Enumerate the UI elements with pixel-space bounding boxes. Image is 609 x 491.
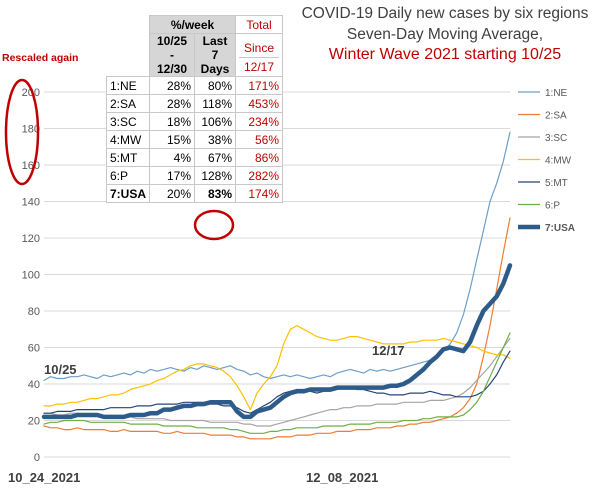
row-c3: 56% [235,130,284,149]
col3-header-line: Since [239,39,280,58]
row-region: 3:SC [105,112,151,131]
table-row: 6:P 17% 128% 282% [105,166,284,185]
summary-table: %/week Total 10/25 - 12/30 Last 7 Days S… [105,15,284,203]
row-c2: 80% [194,76,237,95]
table-header-row-2: 10/25 - 12/30 Last 7 Days Since 12/17 [107,33,284,77]
row-c2: 83% [194,184,237,203]
table-row: 5:MT 4% 67% 86% [105,148,284,167]
row-c3: 234% [235,112,284,131]
chart-series [41,131,513,440]
col3-header: Since 12/17 [235,33,284,77]
col1-header: 10/25 - 12/30 [149,33,196,77]
x-tick-label-start: 10_24_2021 [8,470,81,485]
y-tick-label: 160 [22,160,40,172]
row-c1: 28% [149,76,196,95]
annotation-start-date: 10/25 [44,362,77,377]
row-region: 7:USA [105,184,151,203]
series-line-2-sa [43,217,511,440]
legend-label: 3:SC [545,133,567,144]
row-region: 1:NE [105,76,151,95]
row-c1: 20% [149,184,196,203]
header-week: %/week [149,15,237,34]
y-tick-label: 200 [22,87,40,99]
row-c1: 4% [149,148,196,167]
y-tick-label: 60 [28,343,40,355]
row-c1: 15% [149,130,196,149]
col1-header-line: - [170,48,175,62]
table-row: 4:MW 15% 38% 56% [105,130,284,149]
col1-header-line: 12/30 [157,62,188,76]
row-c3: 282% [235,166,284,185]
table-row: 1:NE 28% 80% 171% [105,76,284,95]
legend-label: 1:NE [545,88,568,99]
y-axis-tick-labels: 0 20 40 60 80 100 120 140 160 180 200 [22,87,40,464]
row-c1: 18% [149,112,196,131]
series-line-5-mt [43,350,511,414]
row-c2: 118% [194,94,237,113]
table-header-row-1: %/week Total [107,15,284,34]
y-tick-label: 180 [22,124,40,136]
chart-title-red: Winter Wave 2021 starting 10/25 [328,46,562,63]
table-corner-cell [107,34,150,77]
row-c3: 86% [235,148,284,167]
y-tick-label: 20 [28,416,40,428]
row-c2: 106% [194,112,237,131]
row-c3: 453% [235,94,284,113]
series-line-7-usa [41,263,513,420]
col2-header-line: Last [202,34,228,48]
table-row: 3:SC 18% 106% 234% [105,112,284,131]
legend-label: 7:USA [545,223,575,234]
y-tick-label: 120 [22,233,40,245]
row-c3: 174% [235,184,284,203]
header-total: Total [235,15,284,34]
row-region: 2:SA [105,94,151,113]
chart-legend: 1:NE 2:SA 3:SC 4:MW 5:MT 6:P 7:USA [518,88,575,234]
legend-label: 5:MT [545,178,568,189]
col1-header-line: 10/25 [157,34,188,48]
red-circle-usa-value [193,209,235,241]
col2-header-line: Days [200,62,230,76]
legend-label: 2:SA [545,111,567,122]
table-row: 2:SA 28% 118% 453% [105,94,284,113]
row-region: 4:MW [105,130,151,149]
chart-title-line-1: COVID-19 Daily new cases by six regions [301,5,589,22]
table-corner-cell [107,16,150,34]
y-tick-label: 0 [34,452,40,464]
series-line-4-mw [43,325,511,411]
annotation-mid-date: 12/17 [372,343,405,358]
chart-title-line-2: Seven-Day Moving Average, [346,26,544,43]
y-tick-label: 40 [28,379,40,391]
rescaled-note: Rescaled again [2,52,79,64]
table-row: 7:USA 20% 83% 174% [105,184,284,203]
row-c2: 67% [194,148,237,167]
y-tick-label: 140 [22,197,40,209]
col2-header: Last 7 Days [194,33,237,77]
row-c1: 28% [149,94,196,113]
col2-header-line: 7 [211,48,219,62]
row-c1: 17% [149,166,196,185]
row-c2: 128% [194,166,237,185]
row-c3: 171% [235,76,284,95]
row-c2: 38% [194,130,237,149]
col3-header-line: 12/17 [244,60,275,74]
y-tick-label: 80 [28,306,40,318]
series-line-6-p [43,332,511,434]
y-tick-label: 100 [22,270,40,282]
red-circle-y-axis [4,78,40,186]
row-region: 6:P [105,166,151,185]
row-region: 5:MT [105,148,151,167]
legend-label: 4:MW [545,156,572,167]
legend-label: 6:P [545,201,560,212]
x-tick-label-mid: 12_08_2021 [306,470,379,485]
